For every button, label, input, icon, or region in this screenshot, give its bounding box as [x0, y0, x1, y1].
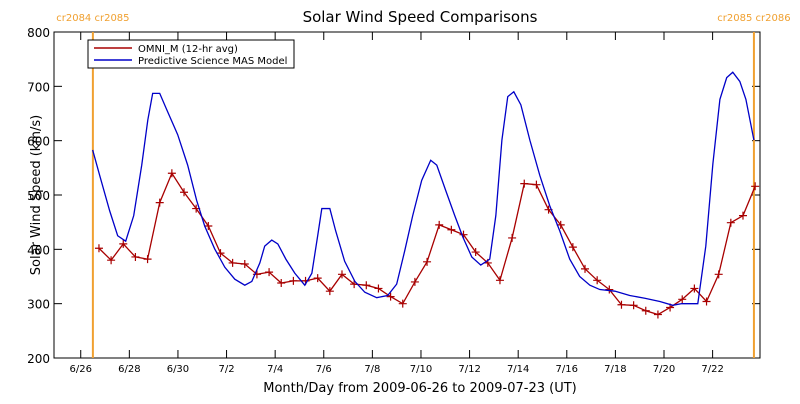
y-tick-label: 300: [27, 298, 50, 312]
y-tick-label: 500: [27, 189, 50, 203]
point-marker: [386, 292, 395, 301]
y-tick-label: 400: [27, 243, 50, 257]
point-marker: [374, 284, 383, 293]
point-marker: [471, 248, 480, 257]
point-marker: [641, 306, 650, 315]
chart-title: Solar Wind Speed Comparisons: [303, 8, 538, 26]
y-axis-title: Solar Wind Speed (km/s): [29, 115, 44, 275]
x-tick-label: 7/10: [410, 364, 432, 375]
legend-label: Predictive Science MAS Model: [138, 56, 287, 67]
point-marker: [216, 249, 225, 258]
x-tick-label: 7/2: [219, 364, 235, 375]
point-marker: [107, 256, 116, 265]
point-marker: [143, 255, 152, 264]
point-marker: [204, 221, 213, 230]
point-marker: [337, 270, 346, 279]
point-marker: [155, 198, 164, 207]
x-tick-label: 6/28: [118, 364, 140, 375]
x-tick-label: 7/6: [316, 364, 332, 375]
x-axis-title: Month/Day from 2009-06-26 to 2009-07-23 …: [263, 381, 576, 396]
carrington-label: cr2085 cr2086: [717, 13, 790, 24]
x-tick-label: 7/12: [458, 364, 480, 375]
point-marker: [131, 252, 140, 261]
point-marker: [581, 264, 590, 273]
x-tick-label: 6/30: [167, 364, 189, 375]
series-line: [92, 71, 755, 306]
point-marker: [277, 279, 286, 288]
point-marker: [447, 225, 456, 234]
point-marker: [605, 285, 614, 294]
series-line: [98, 171, 756, 316]
x-tick-label: 7/22: [701, 364, 723, 375]
point-marker: [751, 182, 760, 191]
point-marker: [398, 299, 407, 308]
point-marker: [726, 218, 735, 227]
point-marker: [410, 277, 419, 286]
x-tick-label: 7/14: [507, 364, 529, 375]
legend-label: OMNI_M (12-hr avg): [138, 44, 238, 55]
x-tick-label: 6/26: [69, 364, 91, 375]
point-marker: [653, 310, 662, 319]
point-marker: [362, 281, 371, 290]
x-tick-label: 7/18: [604, 364, 626, 375]
point-marker: [119, 239, 128, 248]
x-tick-label: 7/8: [364, 364, 380, 375]
point-marker: [617, 300, 626, 309]
point-marker: [738, 211, 747, 220]
y-tick-label: 800: [27, 26, 50, 40]
carrington-label: cr2084 cr2085: [56, 13, 129, 24]
point-marker: [714, 270, 723, 279]
x-tick-label: 7/16: [556, 364, 578, 375]
point-marker: [678, 295, 687, 304]
point-marker: [690, 284, 699, 293]
y-tick-label: 700: [27, 80, 50, 94]
point-marker: [435, 220, 444, 229]
point-marker: [289, 276, 298, 285]
y-tick-label: 600: [27, 135, 50, 149]
point-marker: [702, 297, 711, 306]
point-marker: [313, 274, 322, 283]
x-tick-label: 7/4: [267, 364, 283, 375]
point-marker: [240, 260, 249, 269]
point-marker: [167, 169, 176, 178]
point-marker: [228, 258, 237, 267]
legend-box: [87, 39, 295, 69]
point-marker: [423, 257, 432, 266]
x-tick-label: 7/20: [653, 364, 675, 375]
point-marker: [495, 276, 504, 285]
plot-frame: [53, 31, 761, 359]
y-tick-label: 200: [27, 352, 50, 366]
point-marker: [568, 243, 577, 252]
point-marker: [593, 276, 602, 285]
point-marker: [180, 188, 189, 197]
point-marker: [532, 180, 541, 189]
point-marker: [265, 268, 274, 277]
point-marker: [94, 244, 103, 253]
point-marker: [325, 287, 334, 296]
point-marker: [520, 179, 529, 188]
point-marker: [508, 233, 517, 242]
point-marker: [629, 301, 638, 310]
